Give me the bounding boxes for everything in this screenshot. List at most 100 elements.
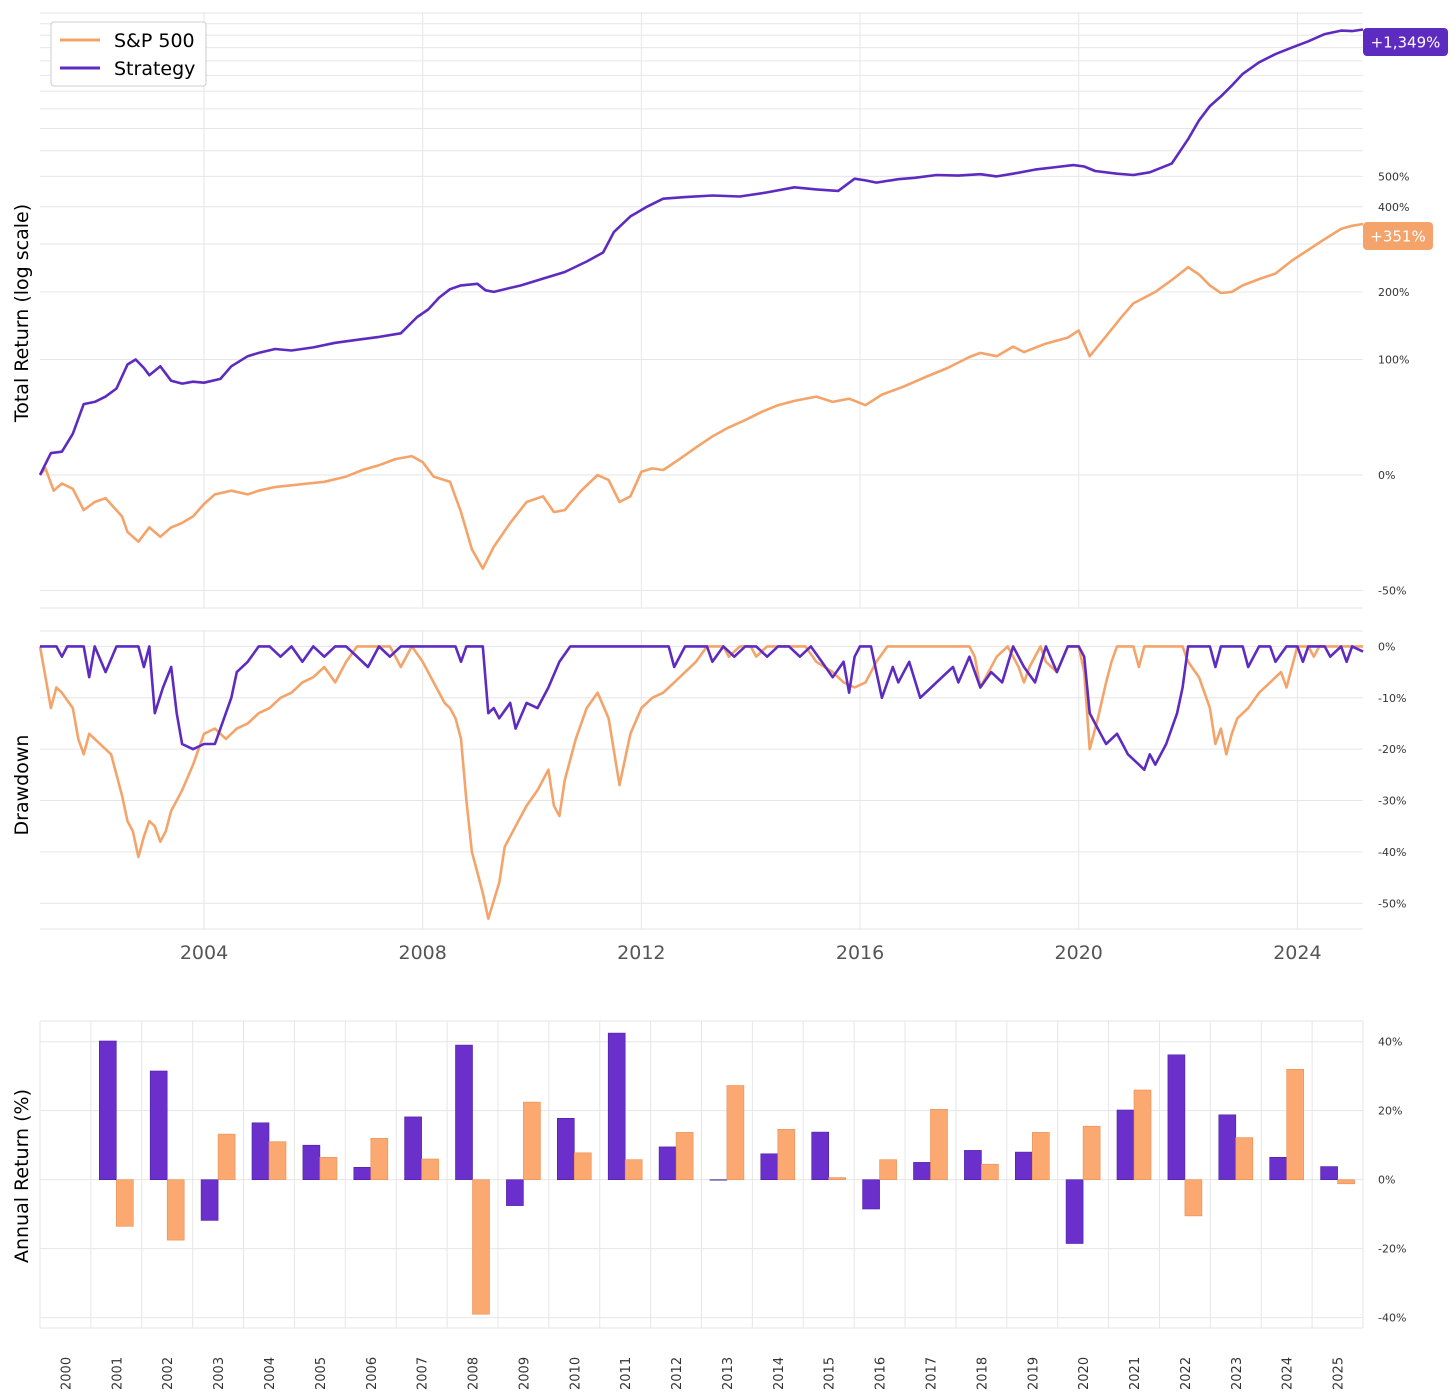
bar-strategy-2014 bbox=[760, 1153, 779, 1181]
y-tick-label: 0% bbox=[1378, 469, 1395, 482]
x-tick-label: 2021 bbox=[1128, 1357, 1143, 1390]
annual-return-bars bbox=[99, 1032, 1355, 1315]
x-tick-label: 2024 bbox=[1273, 942, 1321, 964]
y-tick-label: -20% bbox=[1378, 1243, 1406, 1256]
badge-strategy: +1,349% bbox=[1363, 28, 1448, 56]
bar-sp500-2014 bbox=[777, 1129, 796, 1181]
bar-strategy-2001 bbox=[99, 1040, 117, 1180]
x-tick-label: 2017 bbox=[925, 1357, 940, 1390]
legend-box bbox=[50, 21, 207, 87]
bar-strategy-2022 bbox=[1167, 1054, 1186, 1181]
bar-sp500-2013 bbox=[726, 1085, 745, 1180]
bar-sp500-2020 bbox=[1082, 1125, 1101, 1180]
x-tick-label: 2006 bbox=[365, 1357, 380, 1390]
y-tick-label: 0% bbox=[1378, 1174, 1395, 1187]
total-return-panel: 500%400%300%200%100%0%-50% Total Return … bbox=[11, 12, 1448, 609]
drawdown-lines bbox=[38, 645, 1364, 920]
drawdown-axis-title: Drawdown bbox=[11, 735, 33, 836]
x-tick-label: 2002 bbox=[161, 1357, 176, 1390]
series-line-sp500 bbox=[39, 222, 1364, 570]
x-tick-label: 2003 bbox=[212, 1357, 227, 1390]
total-return-axis-title: Total Return (log scale) bbox=[11, 204, 33, 423]
bar-sp500-2025 bbox=[1337, 1179, 1355, 1185]
bar-sp500-2006 bbox=[370, 1138, 389, 1181]
x-tick-label: 2000 bbox=[59, 1357, 74, 1390]
x-tick-label: 2012 bbox=[617, 942, 665, 964]
x-tick-label: 2023 bbox=[1230, 1357, 1245, 1390]
x-tick-label: 2014 bbox=[772, 1357, 787, 1390]
y-tick-label: -40% bbox=[1378, 1312, 1406, 1325]
bar-sp500-2018 bbox=[981, 1163, 999, 1180]
bar-sp500-2003 bbox=[217, 1133, 236, 1180]
x-tick-label: 2020 bbox=[1077, 1357, 1092, 1390]
bar-strategy-2004 bbox=[251, 1122, 270, 1181]
series-line-sp500 bbox=[38, 645, 1363, 920]
x-tick-label: 2018 bbox=[975, 1357, 990, 1390]
bar-sp500-2023 bbox=[1235, 1137, 1254, 1180]
bar-strategy-2015 bbox=[811, 1131, 830, 1180]
bar-sp500-2009 bbox=[523, 1101, 541, 1180]
y-tick-label: -50% bbox=[1378, 897, 1406, 910]
legend-label-sp500: S&P 500 bbox=[114, 30, 195, 52]
annual-return-grid bbox=[39, 1021, 1364, 1328]
x-tick-label: 2004 bbox=[180, 942, 228, 964]
x-tick-label: 2007 bbox=[416, 1357, 431, 1390]
y-tick-label: -30% bbox=[1378, 795, 1406, 808]
x-tick-label: 2025 bbox=[1332, 1357, 1347, 1390]
bar-sp500-2019 bbox=[1032, 1132, 1050, 1181]
bar-sp500-2008 bbox=[472, 1179, 490, 1315]
badge-strategy-bg bbox=[1363, 28, 1448, 56]
y-tick-label: -40% bbox=[1378, 846, 1406, 859]
bar-strategy-2010 bbox=[556, 1118, 575, 1181]
total-return-grid bbox=[40, 13, 1363, 608]
y-tick-label: -10% bbox=[1378, 692, 1406, 705]
bar-strategy-2017 bbox=[913, 1162, 931, 1180]
x-tick-label: 2022 bbox=[1179, 1357, 1194, 1390]
x-tick-label: 2016 bbox=[874, 1357, 889, 1390]
bar-strategy-2003 bbox=[200, 1179, 219, 1221]
bar-strategy-2012 bbox=[658, 1146, 677, 1181]
legend-label-strategy: Strategy bbox=[114, 58, 195, 80]
y-tick-label: 200% bbox=[1378, 286, 1409, 299]
y-tick-label: 0% bbox=[1378, 640, 1395, 653]
series-line-strategy bbox=[40, 645, 1364, 771]
bar-strategy-2005 bbox=[302, 1144, 321, 1180]
y-tick-label: 100% bbox=[1378, 353, 1409, 366]
bar-strategy-2018 bbox=[964, 1150, 982, 1181]
x-tick-label: 2016 bbox=[836, 942, 884, 964]
y-tick-label: 400% bbox=[1378, 201, 1409, 214]
bar-strategy-2007 bbox=[404, 1116, 422, 1181]
y-tick-label: -50% bbox=[1378, 584, 1406, 597]
x-tick-label: 2013 bbox=[721, 1357, 736, 1390]
bar-strategy-2008 bbox=[455, 1044, 473, 1180]
x-tick-label: 2012 bbox=[670, 1357, 685, 1390]
badge-sp500: +351% bbox=[1363, 222, 1433, 250]
bar-sp500-2021 bbox=[1133, 1089, 1152, 1180]
bar-strategy-2011 bbox=[607, 1032, 626, 1180]
bar-strategy-2021 bbox=[1116, 1109, 1135, 1180]
total-return-lines bbox=[38, 28, 1364, 570]
badge-sp500-bg bbox=[1363, 222, 1433, 250]
x-tick-label: 2015 bbox=[823, 1357, 838, 1390]
y-tick-label: 40% bbox=[1378, 1036, 1402, 1049]
x-tick-label: 2008 bbox=[467, 1357, 482, 1390]
bar-strategy-2013 bbox=[709, 1179, 728, 1181]
drawdown-grid bbox=[40, 631, 1363, 929]
bar-sp500-2022 bbox=[1184, 1179, 1203, 1217]
annual-return-axis-title: Annual Return (%) bbox=[11, 1089, 33, 1263]
x-tick-label: 2005 bbox=[314, 1357, 329, 1390]
bar-sp500-2007 bbox=[421, 1158, 439, 1181]
series-line-strategy bbox=[38, 28, 1364, 476]
year-x-ticks: 2000 2001 2002 2003 2004 2005 2006 2007 2008 2009… bbox=[59, 1357, 1346, 1390]
bar-strategy-2023 bbox=[1218, 1114, 1237, 1180]
x-tick-label: 2001 bbox=[110, 1357, 125, 1390]
bar-sp500-2011 bbox=[624, 1159, 643, 1180]
badge-strategy-label: +1,349% bbox=[1371, 34, 1441, 52]
badge-sp500-label: +351% bbox=[1370, 228, 1425, 246]
annual-return-y-ticks: 40% 20% 0% -20% -40% bbox=[1378, 1036, 1406, 1325]
y-tick-label: -20% bbox=[1378, 743, 1406, 756]
bar-sp500-2005 bbox=[319, 1157, 338, 1181]
bar-sp500-2004 bbox=[268, 1141, 287, 1180]
bar-strategy-2025 bbox=[1320, 1166, 1338, 1180]
